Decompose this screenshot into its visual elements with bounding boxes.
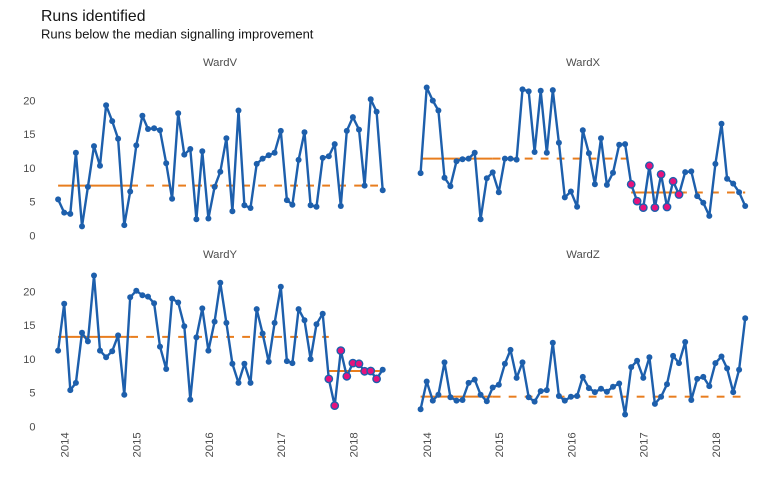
svg-text:15: 15 — [23, 129, 35, 141]
svg-text:20: 20 — [23, 286, 35, 298]
svg-text:WardX: WardX — [566, 57, 601, 69]
svg-text:15: 15 — [23, 320, 35, 332]
svg-text:2018: 2018 — [348, 432, 360, 457]
svg-text:WardZ: WardZ — [566, 249, 600, 261]
svg-text:2015: 2015 — [494, 432, 506, 457]
svg-text:2016: 2016 — [204, 432, 216, 457]
svg-text:20: 20 — [23, 95, 35, 107]
svg-text:2015: 2015 — [132, 432, 144, 457]
svg-text:2017: 2017 — [639, 432, 651, 457]
svg-text:2016: 2016 — [566, 432, 578, 457]
svg-text:5: 5 — [29, 197, 35, 209]
svg-text:Runs below the median signalli: Runs below the median signalling improve… — [41, 26, 314, 41]
svg-text:WardV: WardV — [203, 57, 238, 69]
svg-text:0: 0 — [29, 231, 35, 243]
svg-text:2014: 2014 — [60, 432, 72, 457]
svg-text:2014: 2014 — [422, 432, 434, 457]
svg-text:2018: 2018 — [711, 432, 723, 457]
svg-text:0: 0 — [29, 422, 35, 434]
svg-text:WardY: WardY — [203, 249, 238, 261]
svg-text:10: 10 — [23, 163, 35, 175]
svg-text:2017: 2017 — [276, 432, 288, 457]
svg-text:5: 5 — [29, 388, 35, 400]
svg-text:Runs identified: Runs identified — [41, 8, 146, 25]
svg-text:10: 10 — [23, 354, 35, 366]
